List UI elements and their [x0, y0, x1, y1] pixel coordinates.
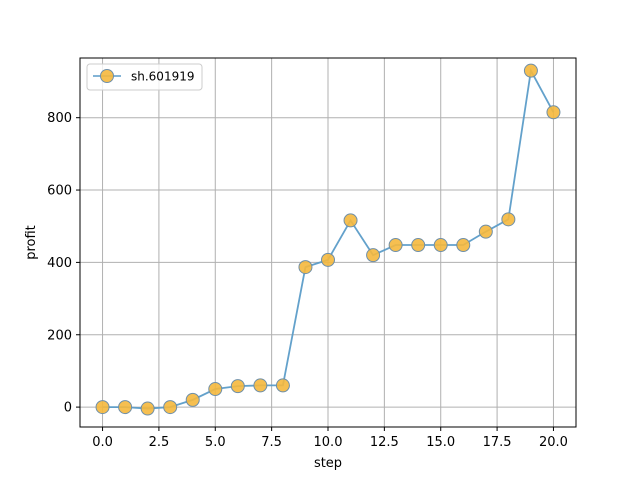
- legend-box: [86, 63, 203, 91]
- legend: sh.601919: [86, 63, 203, 91]
- x-tick-label: 10.0: [314, 435, 343, 450]
- y-axis-label: profit: [24, 225, 39, 260]
- data-point: [118, 400, 133, 415]
- data-point: [343, 213, 358, 228]
- data-point: [388, 238, 403, 253]
- data-point: [230, 379, 245, 394]
- x-tick-label: 20.0: [539, 435, 568, 450]
- series-layer: [95, 63, 561, 416]
- data-point: [366, 248, 381, 263]
- y-tick-label: 400: [47, 256, 72, 271]
- data-point: [501, 212, 516, 227]
- x-tick-label: 17.5: [483, 435, 512, 450]
- y-tick-label: 800: [47, 111, 72, 126]
- x-tick-label: 2.5: [149, 435, 170, 450]
- y-tick-label: 0: [64, 401, 72, 416]
- x-tick-label: 7.5: [261, 435, 282, 450]
- data-point: [95, 400, 110, 415]
- data-point: [208, 382, 223, 397]
- x-tick-label: 0.0: [92, 435, 113, 450]
- data-point: [275, 378, 290, 393]
- data-point: [321, 252, 335, 267]
- data-point: [185, 392, 200, 407]
- data-point: [478, 224, 493, 239]
- legend-marker-sample: [100, 69, 114, 83]
- grid: [80, 58, 576, 427]
- data-point: [298, 260, 313, 275]
- x-tick-label: 12.5: [370, 435, 399, 450]
- data-point: [546, 105, 561, 120]
- data-point: [456, 238, 471, 253]
- data-point: [253, 378, 268, 393]
- data-point: [523, 63, 538, 78]
- data-point: [140, 401, 155, 416]
- y-tick-label: 200: [47, 328, 72, 343]
- ticks: 0.0 2.5 5.0 7.5 10.0 12.5 15.0 17.5 20.0 0 200 400 6…: [47, 111, 568, 450]
- x-axis-label: step: [314, 456, 342, 471]
- data-point: [411, 238, 426, 253]
- legend-label: sh.601919: [131, 70, 194, 84]
- data-point: [163, 400, 178, 415]
- y-tick-label: 600: [47, 184, 72, 199]
- x-tick-label: 15.0: [426, 435, 455, 450]
- x-tick-label: 5.0: [205, 435, 226, 450]
- data-point: [433, 238, 448, 253]
